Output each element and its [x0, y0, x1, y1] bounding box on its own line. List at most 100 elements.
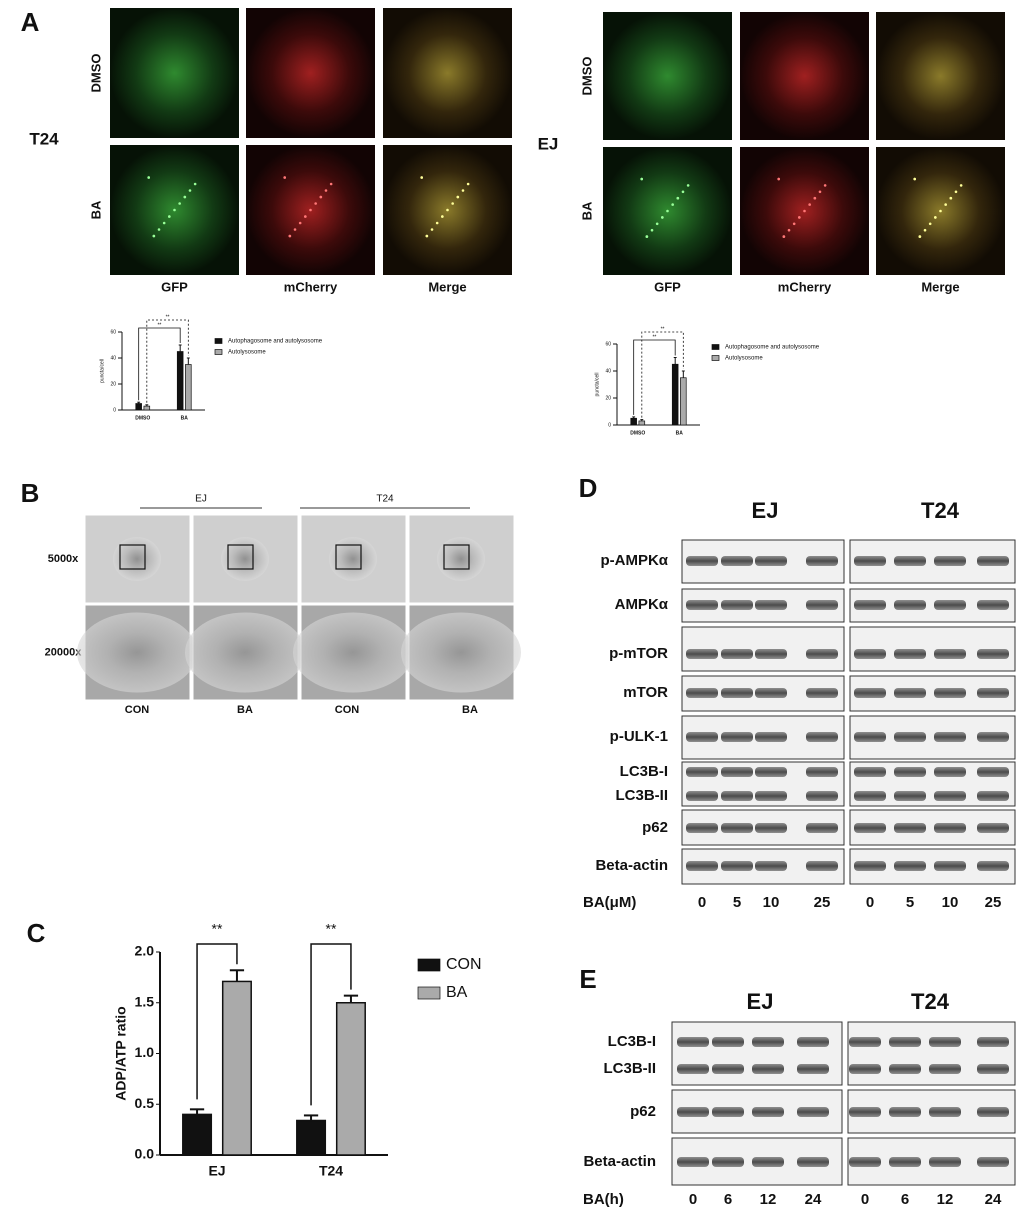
panel-label: C [27, 918, 46, 948]
treatment-label: BA(μM) [583, 894, 636, 911]
puncta [798, 216, 801, 219]
band [686, 688, 718, 698]
dose-label: 0 [866, 894, 874, 911]
treatment-label: BA(h) [583, 1191, 624, 1208]
legend-swatch [417, 986, 441, 1000]
bar [335, 1002, 366, 1156]
band [854, 823, 886, 833]
column-label: BA [462, 704, 478, 716]
zoom-box [119, 544, 146, 570]
band [934, 649, 966, 659]
band [797, 1107, 829, 1117]
band [755, 823, 787, 833]
puncta [792, 222, 796, 226]
dose-label: 12 [937, 1191, 954, 1208]
band [889, 1157, 921, 1167]
puncta [430, 228, 434, 231]
dose-label: 0 [698, 894, 706, 911]
y-tick-label: 60 [110, 329, 116, 335]
band [712, 1064, 744, 1074]
band [854, 767, 886, 777]
band [686, 767, 718, 777]
column-label: CON [125, 704, 150, 716]
micrograph [740, 12, 869, 140]
band [755, 861, 787, 871]
puncta [157, 228, 161, 231]
puncta [304, 215, 307, 218]
column-label: BA [237, 704, 253, 716]
puncta [813, 196, 817, 200]
dose-label: 10 [942, 894, 959, 911]
legend-swatch [711, 355, 720, 361]
row-label: BA [579, 201, 594, 220]
band [806, 861, 838, 871]
dose-label: 24 [985, 1191, 1002, 1208]
significance: ** [157, 322, 161, 328]
puncta [640, 177, 643, 181]
blot-label: LC3B-II [604, 1060, 657, 1077]
blot-label: Beta-actin [595, 857, 668, 874]
bar [221, 980, 252, 1156]
puncta [671, 203, 674, 206]
blot-label: p-AMPKα [600, 552, 668, 569]
puncta [173, 208, 176, 212]
puncta [147, 176, 150, 179]
puncta [451, 202, 454, 205]
puncta [178, 202, 181, 205]
band [929, 1064, 961, 1074]
band [755, 556, 787, 566]
puncta [934, 216, 937, 219]
cell [293, 612, 413, 693]
cell [329, 537, 377, 581]
band [677, 1157, 709, 1167]
band [894, 767, 926, 777]
panel-label: A [21, 7, 40, 37]
band [854, 649, 886, 659]
bar [176, 351, 184, 411]
y-axis-label: ADP/ATP ratio [113, 1006, 129, 1100]
puncta [188, 189, 192, 192]
y-tick-label: 0 [608, 422, 611, 428]
puncta [283, 176, 287, 179]
y-tick-label: 0.5 [135, 1095, 155, 1111]
zoom-box [335, 544, 362, 570]
blot-label: mTOR [623, 684, 668, 701]
puncta [661, 216, 664, 219]
column-label: Merge [428, 279, 466, 294]
column-label: mCherry [778, 279, 832, 294]
band [721, 823, 753, 833]
bar [671, 363, 679, 426]
puncta [314, 202, 317, 205]
band [977, 649, 1009, 659]
band [849, 1037, 881, 1047]
puncta [456, 195, 460, 199]
band [721, 791, 753, 801]
legend-swatch [711, 344, 720, 350]
band [977, 861, 1009, 871]
y-tick-label: 0 [113, 407, 116, 413]
column-label: Merge [921, 279, 959, 294]
band [854, 556, 886, 566]
band [721, 688, 753, 698]
band [849, 1157, 881, 1167]
band [806, 688, 838, 698]
band [712, 1157, 744, 1167]
band [849, 1064, 881, 1074]
bar [143, 405, 151, 411]
band [894, 861, 926, 871]
dose-label: 6 [724, 1191, 732, 1208]
band [797, 1064, 829, 1074]
band [721, 556, 753, 566]
dose-label: 5 [906, 894, 914, 911]
cell [401, 612, 521, 693]
label: EJ [195, 494, 207, 505]
puncta [650, 228, 654, 232]
puncta [949, 196, 953, 200]
column-label: mCherry [284, 279, 338, 294]
band [934, 600, 966, 610]
band [752, 1037, 784, 1047]
band [806, 823, 838, 833]
y-tick-label: 20 [110, 381, 116, 387]
dose-label: 6 [901, 1191, 909, 1208]
puncta [162, 221, 166, 225]
